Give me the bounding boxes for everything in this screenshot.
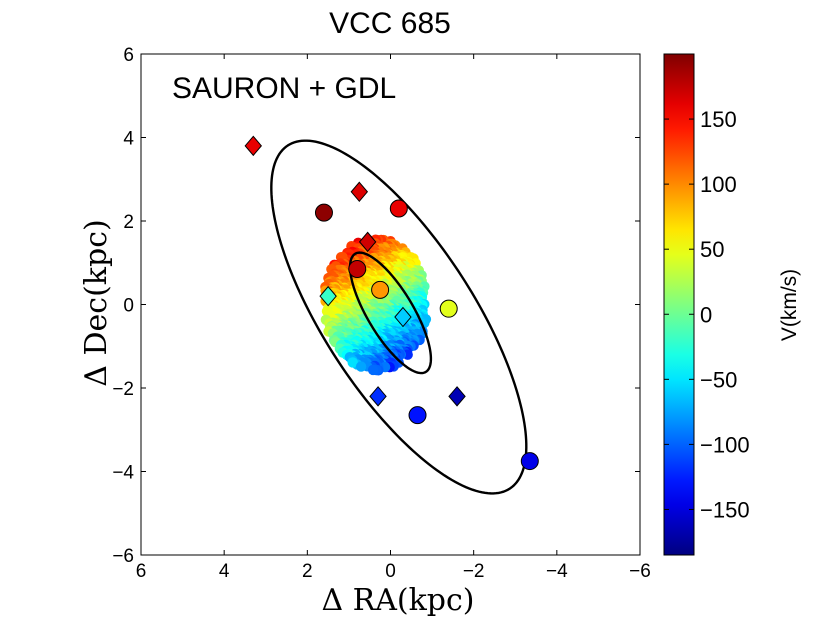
gdl-diamond-point <box>394 306 412 328</box>
field-point <box>347 357 358 368</box>
gdl-diamond-point <box>319 285 337 307</box>
colorbar-ticks: 150 100 50 0 −50 −100 −150 <box>664 107 750 522</box>
y-tick-label: −2 <box>112 379 134 400</box>
ellipse-inner <box>348 251 433 375</box>
isophote-ellipses <box>270 139 528 495</box>
field-point <box>355 361 367 372</box>
y-axis-label: Δ Dec(kpc) <box>79 219 114 386</box>
x-tick-label: 4 <box>219 561 230 582</box>
colorbar-tick-label: 0 <box>700 302 712 327</box>
gdl-circle-point <box>408 406 427 425</box>
gdl-circle-point <box>371 280 390 299</box>
colorbar-tick-label: −50 <box>700 367 737 392</box>
x-tick-label: 6 <box>136 561 147 582</box>
dataset-annotation: SAURON + GDL <box>172 72 396 105</box>
x-tick-label: −2 <box>463 561 485 582</box>
colorbar-tick-label: 50 <box>700 237 724 262</box>
x-tick-label: −6 <box>629 561 651 582</box>
gdl-diamond-point <box>350 181 369 203</box>
colorbar-tick-label: 100 <box>700 172 737 197</box>
x-axis-label: Δ RA(kpc) <box>321 583 474 618</box>
chart-title: VCC 685 <box>329 7 451 40</box>
gdl-diamond-point <box>358 231 377 253</box>
y-tick-label: 4 <box>123 129 134 150</box>
gdl-points <box>244 135 539 471</box>
gdl-circle-point <box>389 199 408 218</box>
colorbar <box>663 53 695 556</box>
colorbar-tick-label: 150 <box>700 107 737 132</box>
gdl-circle-point <box>520 452 539 471</box>
x-axis-ticks: 6 4 2 0 −2 −4 −6 <box>136 54 651 582</box>
y-tick-label: 2 <box>123 212 134 233</box>
y-axis-ticks: 6 4 2 0 −2 −4 −6 <box>112 45 640 567</box>
colorbar-tick-label: −150 <box>700 497 750 522</box>
y-tick-label: 0 <box>123 296 134 317</box>
gdl-diamond-point <box>369 386 387 407</box>
x-tick-label: 0 <box>385 561 396 582</box>
y-tick-label: −6 <box>112 546 134 567</box>
y-tick-label: 6 <box>123 45 134 66</box>
sauron-velocity-field <box>320 234 432 376</box>
field-point <box>367 364 379 376</box>
colorbar-label: V(km/s) <box>778 269 801 341</box>
y-tick-label: −4 <box>112 463 134 484</box>
gdl-circle-point <box>348 260 367 279</box>
ellipse-outer <box>270 139 528 495</box>
x-tick-label: −4 <box>546 561 568 582</box>
x-tick-label: 2 <box>302 561 313 582</box>
gdl-circle-point <box>439 299 458 318</box>
gdl-circle-point <box>314 203 333 222</box>
colorbar-tick-label: −100 <box>700 432 750 457</box>
gdl-diamond-point <box>244 135 263 157</box>
gdl-diamond-point <box>448 386 466 407</box>
